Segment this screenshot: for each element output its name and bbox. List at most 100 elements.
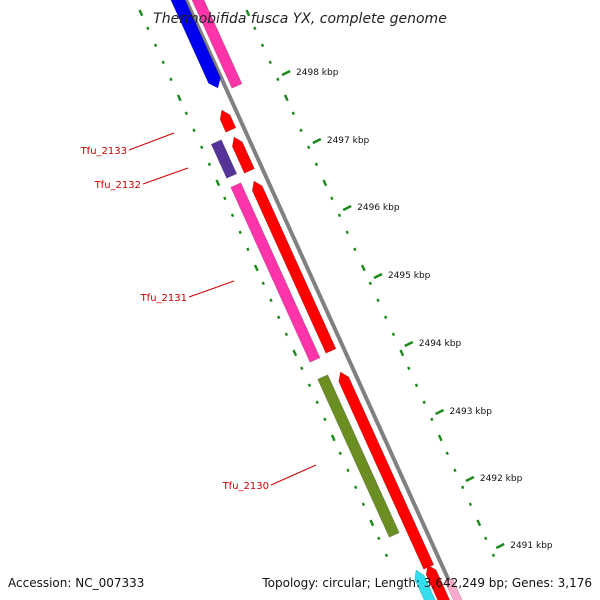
gc-dot (314, 162, 319, 167)
gc-dot (399, 349, 405, 357)
gc-dot (377, 536, 381, 541)
gc-content-track (138, 9, 496, 558)
scale-tick (404, 340, 414, 348)
gc-dot (238, 230, 242, 235)
gc-dot (223, 196, 227, 201)
cds-tfu-2130 (317, 374, 400, 538)
gc-dot (200, 145, 204, 150)
gene-label: Tfu_2132 (94, 180, 141, 191)
genome-info-text: Topology: circular; Length: 3,642,249 bp… (261, 576, 592, 590)
gene-label-leader (188, 280, 235, 298)
gc-dot (269, 298, 273, 303)
gc-dot (291, 111, 296, 116)
gc-dot (153, 43, 158, 48)
gc-dot (460, 485, 465, 490)
gc-dot (422, 400, 426, 405)
gc-dot (260, 43, 265, 48)
gc-dot (369, 519, 375, 527)
gc-dot (468, 502, 473, 507)
gc-dot (215, 179, 221, 187)
gc-dot (245, 9, 251, 17)
gc-dot (476, 519, 482, 527)
gc-dot (161, 60, 165, 65)
gc-dot (368, 281, 372, 286)
cds-red-long-1 (251, 180, 337, 354)
gene-label-track: Tfu_2133 Tfu_2132 Tfu_2131 Tfu_2130 (80, 132, 317, 492)
gc-dot (484, 536, 488, 541)
map-title: Thermobifida fusca YX, complete genome (153, 11, 447, 27)
gc-dot (292, 349, 298, 357)
gc-dot (169, 77, 173, 82)
gc-dot (322, 179, 328, 187)
gc-dot (230, 213, 235, 218)
scale-tick-label: 2493 kbp (450, 407, 493, 417)
gc-dot (445, 451, 449, 456)
cds-magenta-top (191, 0, 243, 89)
gc-dot (299, 128, 303, 133)
gc-dot (315, 400, 319, 405)
scale-tick-label: 2495 kbp (388, 271, 431, 281)
gc-dot (300, 366, 304, 371)
gc-dot (353, 247, 357, 252)
gc-dot (391, 332, 396, 337)
cds-red-small-2 (232, 136, 255, 174)
scale-tick (465, 475, 475, 483)
cds-red-bottom (425, 564, 451, 600)
gc-dot (176, 94, 182, 102)
backbone-line (183, 0, 460, 600)
gc-dot (360, 264, 366, 272)
cds-cyan-bottom (414, 569, 436, 600)
gc-dot (376, 298, 380, 303)
gc-dot (276, 315, 281, 320)
scale-tick (495, 542, 505, 550)
gc-dot (384, 553, 389, 558)
gc-dot (253, 26, 257, 31)
scale-tick-label: 2498 kbp (296, 68, 339, 78)
cds-blue (170, 0, 221, 89)
gc-dot (283, 94, 289, 102)
gc-dot (307, 383, 312, 388)
gc-dot (323, 417, 327, 422)
gene-label: Tfu_2130 (222, 481, 269, 492)
gc-dot (253, 264, 259, 272)
cds-red-long-2 (338, 371, 435, 570)
gc-dot (284, 332, 289, 337)
scale-tick-label: 2497 kbp (327, 136, 370, 146)
gc-dot (307, 145, 311, 150)
accession-text: Accession: NC_007333 (8, 576, 144, 590)
scale-track: 2498 kbp 2497 kbp 2496 kbp 2495 kbp 2494 kbp… (281, 68, 553, 551)
scale-tick-label: 2492 kbp (480, 474, 523, 484)
gc-dot (337, 213, 342, 218)
scale-tick-label: 2496 kbp (357, 203, 400, 213)
gc-dot (414, 383, 419, 388)
gc-dot (138, 9, 144, 17)
gc-dot (184, 111, 189, 116)
cds-red-small-1 (219, 109, 237, 133)
gc-dot (346, 468, 350, 473)
gc-dot (338, 451, 342, 456)
gc-dot (353, 485, 358, 490)
gc-dot (330, 434, 336, 442)
gene-label: Tfu_2133 (80, 146, 127, 157)
gc-dot (246, 247, 250, 252)
gene-label-leader (142, 167, 189, 185)
cds-tfu-2133 (210, 139, 238, 179)
gc-dot (261, 281, 265, 286)
gc-dot (453, 468, 457, 473)
gc-dot (207, 162, 212, 167)
gc-dot (407, 366, 411, 371)
gc-dot (192, 128, 196, 133)
backbone-track (183, 0, 460, 600)
scale-tick-label: 2491 kbp (510, 541, 553, 551)
feature-track (170, 0, 463, 600)
gc-dot (345, 230, 349, 235)
gc-dot (361, 502, 366, 507)
gc-dot (491, 553, 496, 558)
scale-tick (373, 272, 383, 280)
gene-label-leader (270, 464, 317, 486)
gc-dot (276, 77, 280, 82)
scale-tick-label: 2494 kbp (419, 339, 462, 349)
scale-tick (281, 69, 291, 77)
gc-dot (430, 417, 434, 422)
